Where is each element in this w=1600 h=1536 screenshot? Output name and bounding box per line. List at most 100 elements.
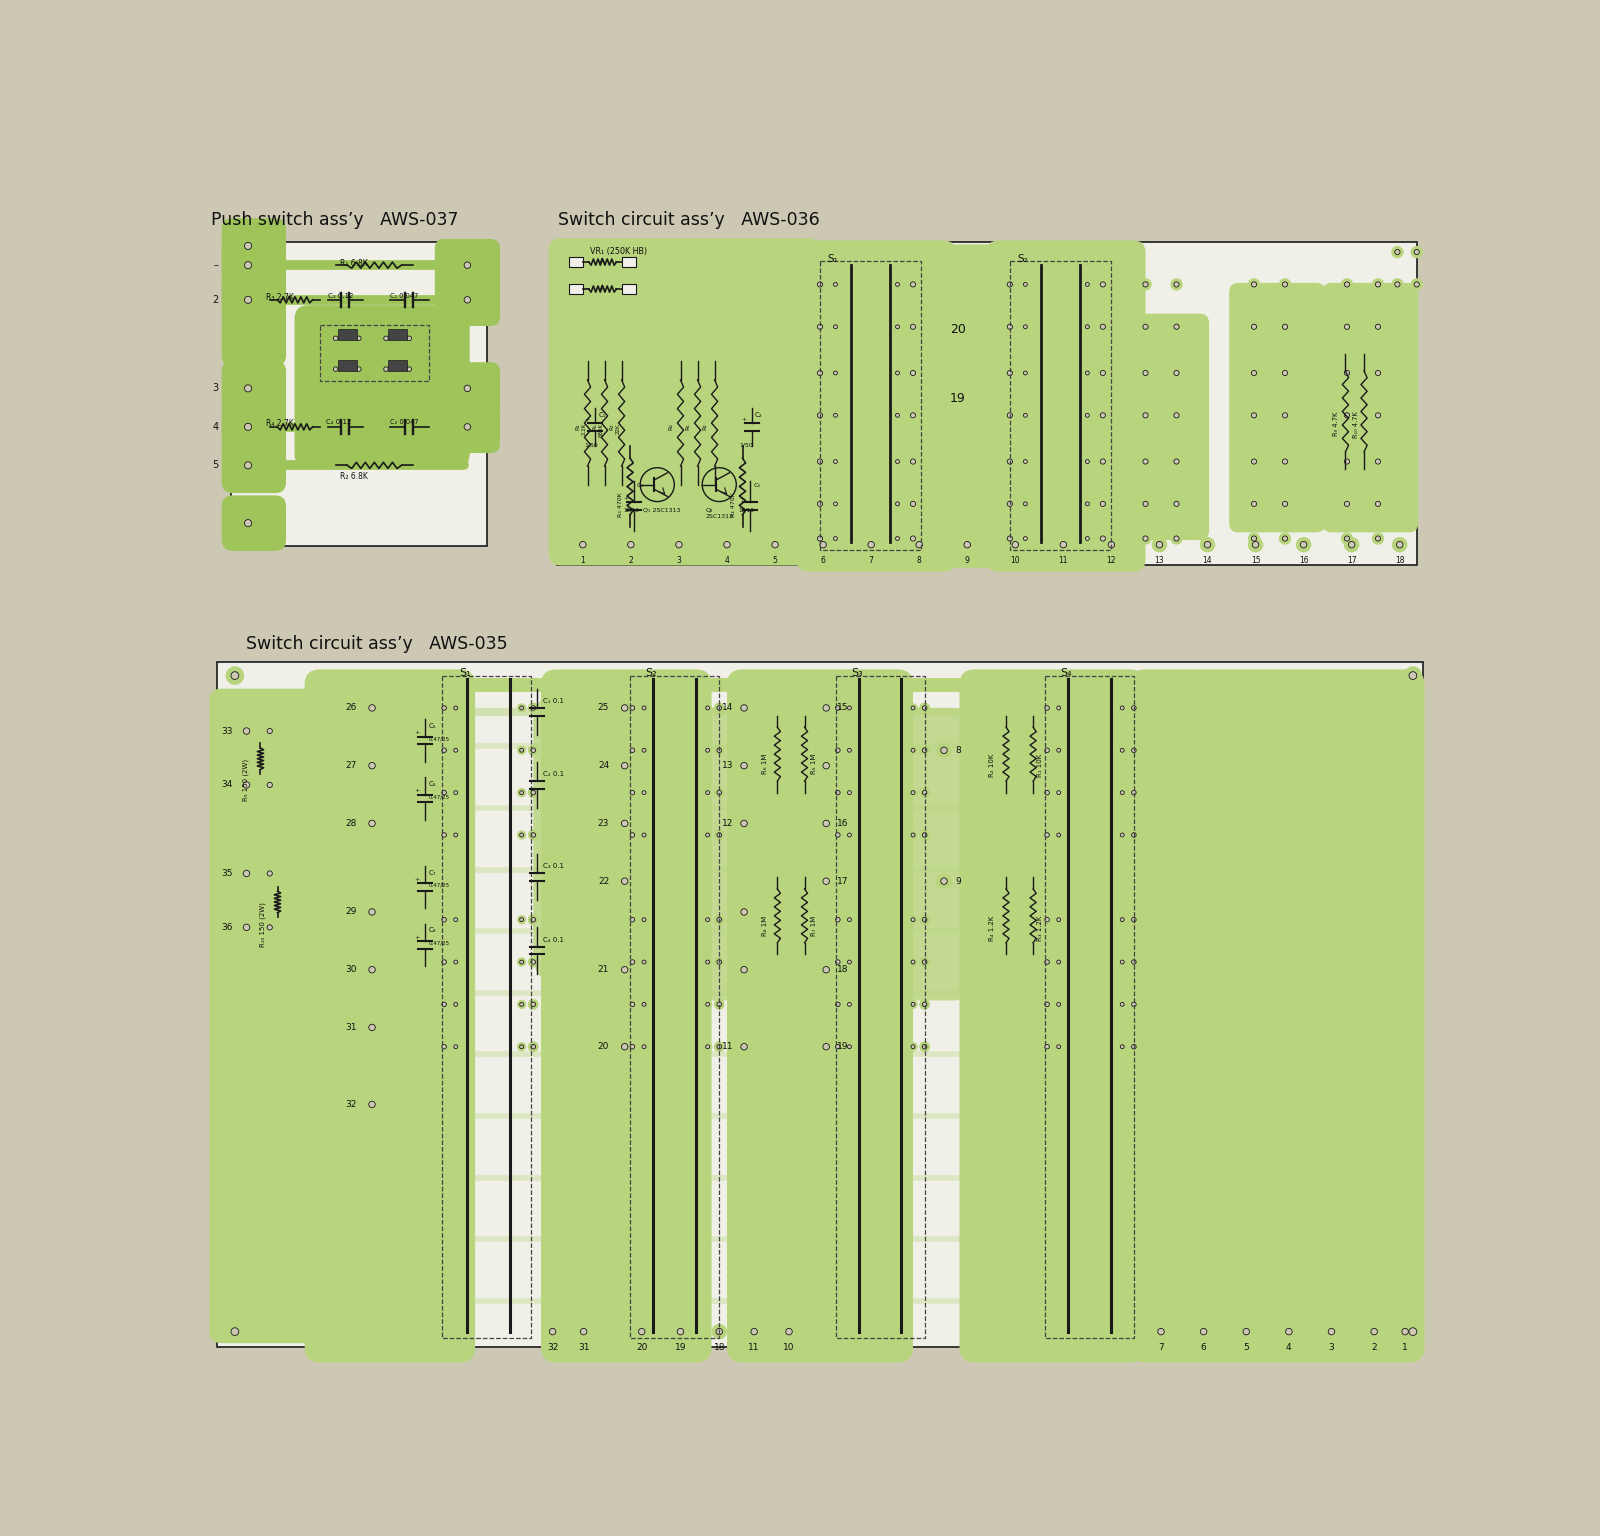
Circle shape	[438, 745, 450, 756]
Circle shape	[1045, 748, 1050, 753]
Circle shape	[517, 831, 526, 840]
Bar	[557, 243, 1416, 565]
Circle shape	[963, 542, 971, 548]
Circle shape	[922, 960, 926, 965]
Circle shape	[819, 1038, 834, 1054]
Circle shape	[960, 538, 974, 553]
Circle shape	[1083, 369, 1093, 378]
Circle shape	[640, 957, 648, 966]
Circle shape	[226, 1322, 245, 1341]
Text: 9: 9	[965, 556, 970, 565]
Circle shape	[1376, 370, 1381, 376]
Bar	[320, 326, 429, 381]
Circle shape	[918, 745, 930, 756]
Text: 1/50: 1/50	[739, 442, 754, 447]
Circle shape	[845, 1041, 854, 1051]
Text: 28: 28	[346, 819, 357, 828]
Circle shape	[642, 1044, 646, 1049]
Circle shape	[245, 519, 251, 527]
Circle shape	[736, 1038, 752, 1054]
Text: 13: 13	[1155, 556, 1165, 565]
Text: 34: 34	[221, 780, 234, 790]
Text: 14: 14	[1203, 556, 1213, 565]
Circle shape	[451, 745, 461, 754]
Circle shape	[1131, 960, 1136, 965]
Circle shape	[1131, 833, 1136, 837]
Circle shape	[1376, 413, 1381, 418]
Text: 14: 14	[722, 703, 733, 713]
Circle shape	[1024, 413, 1027, 418]
Circle shape	[936, 742, 952, 757]
Circle shape	[1042, 1041, 1053, 1052]
Circle shape	[1341, 498, 1354, 510]
Circle shape	[240, 238, 256, 255]
Circle shape	[459, 419, 475, 435]
Circle shape	[830, 369, 840, 378]
Circle shape	[830, 410, 840, 419]
Circle shape	[814, 409, 826, 421]
Circle shape	[622, 538, 638, 553]
Circle shape	[1376, 459, 1381, 464]
Text: 3: 3	[213, 384, 219, 393]
FancyBboxPatch shape	[210, 688, 330, 1342]
Circle shape	[910, 748, 915, 753]
Circle shape	[245, 296, 251, 304]
Circle shape	[243, 782, 250, 788]
Circle shape	[907, 533, 918, 545]
Circle shape	[893, 499, 902, 508]
Circle shape	[1139, 278, 1152, 290]
Circle shape	[1120, 748, 1125, 753]
Circle shape	[627, 745, 638, 756]
Circle shape	[240, 456, 256, 473]
FancyBboxPatch shape	[813, 708, 982, 1000]
Circle shape	[517, 1000, 526, 1009]
Circle shape	[1341, 455, 1354, 467]
Text: R₁₀ 4.7K: R₁₀ 4.7K	[1354, 412, 1360, 438]
Circle shape	[830, 323, 840, 332]
Circle shape	[1120, 791, 1125, 794]
Text: 19: 19	[950, 392, 966, 406]
Circle shape	[238, 866, 254, 882]
Circle shape	[240, 418, 256, 435]
Text: 4: 4	[1286, 1342, 1291, 1352]
Circle shape	[1371, 409, 1384, 421]
Circle shape	[627, 957, 638, 968]
FancyBboxPatch shape	[650, 293, 802, 329]
Circle shape	[736, 700, 752, 716]
Circle shape	[736, 816, 752, 831]
Circle shape	[357, 336, 362, 341]
Circle shape	[531, 917, 536, 922]
Circle shape	[1170, 498, 1182, 510]
Circle shape	[864, 538, 878, 553]
Circle shape	[918, 998, 930, 1009]
Circle shape	[1282, 370, 1288, 376]
Circle shape	[1170, 409, 1182, 421]
Text: 2: 2	[629, 556, 634, 565]
Circle shape	[368, 966, 376, 972]
Circle shape	[1101, 459, 1106, 464]
Circle shape	[365, 905, 379, 920]
Text: +: +	[414, 731, 419, 736]
Text: R₄ 2.7K: R₄ 2.7K	[266, 419, 294, 429]
Circle shape	[454, 833, 458, 837]
Bar	[389, 329, 406, 339]
Circle shape	[1344, 413, 1350, 418]
Circle shape	[909, 915, 918, 925]
Circle shape	[621, 705, 627, 711]
Circle shape	[1131, 917, 1136, 922]
Circle shape	[781, 1324, 797, 1339]
Circle shape	[746, 1324, 762, 1339]
Circle shape	[830, 456, 840, 465]
Circle shape	[1083, 323, 1093, 332]
Circle shape	[1101, 324, 1106, 329]
Circle shape	[528, 788, 539, 799]
Circle shape	[1411, 278, 1422, 290]
Circle shape	[941, 746, 947, 754]
Circle shape	[459, 292, 475, 307]
Circle shape	[238, 723, 254, 739]
Bar	[1010, 261, 1110, 550]
Circle shape	[627, 998, 638, 1009]
Bar	[622, 284, 637, 293]
Circle shape	[1248, 367, 1261, 379]
FancyBboxPatch shape	[674, 416, 826, 452]
